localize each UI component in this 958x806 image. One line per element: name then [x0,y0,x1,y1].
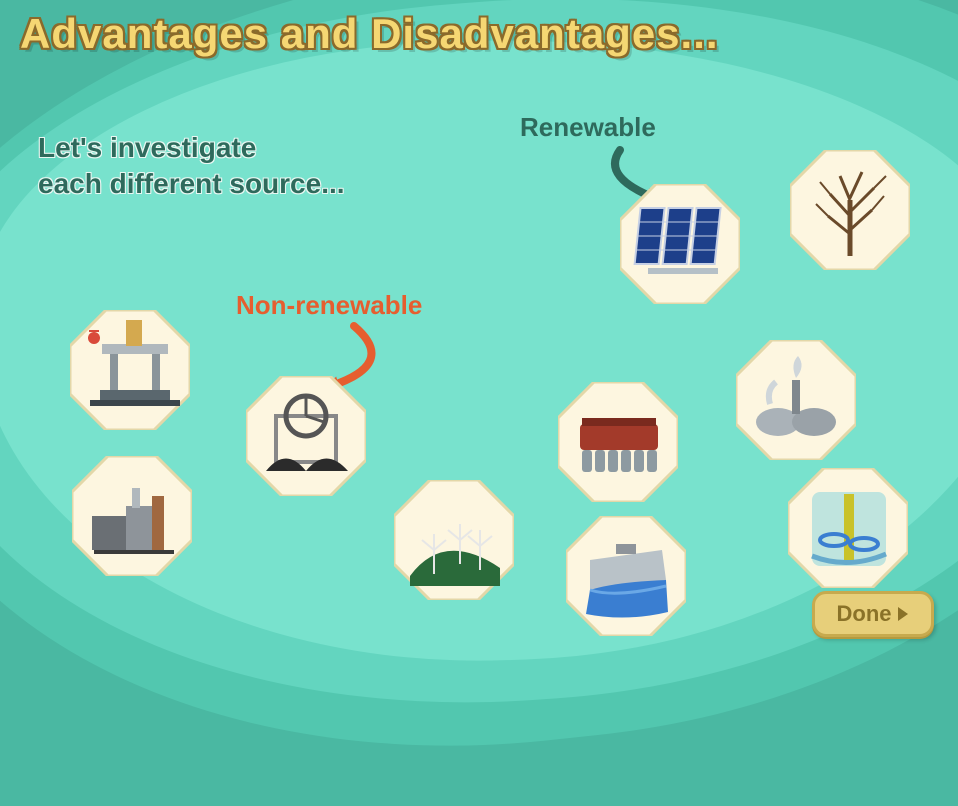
tile-coal-mine[interactable] [246,376,366,496]
chevron-right-icon [896,606,910,622]
page-subtitle-line2: each different source... [38,168,345,199]
done-button-label: Done [837,601,892,627]
tile-geothermal[interactable] [736,340,856,460]
tile-power-station[interactable] [72,456,192,576]
tile-hydro-dam[interactable] [566,516,686,636]
tile-oil-rig[interactable] [70,310,190,430]
tile-biomass-tree[interactable] [790,150,910,270]
tile-wind-farm[interactable] [394,480,514,600]
page-subtitle-line1: Let's investigate [38,132,256,163]
done-button[interactable]: Done [812,591,934,637]
tile-solar-panels[interactable] [620,184,740,304]
tile-wave-turbine[interactable] [788,468,908,588]
page-subtitle: Let's investigate each different source.… [38,130,345,203]
tile-tidal-barrage[interactable] [558,382,678,502]
page-title: Advantages and Disadvantages... [20,10,719,58]
